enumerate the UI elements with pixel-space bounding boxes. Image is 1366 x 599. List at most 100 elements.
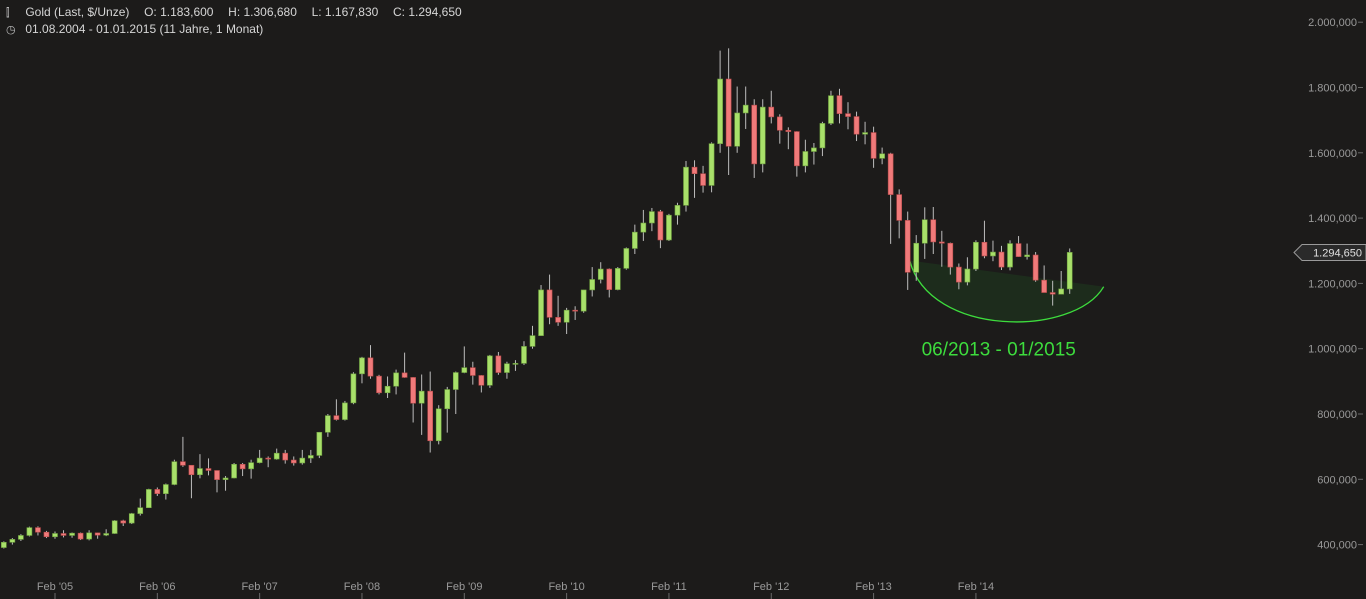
candle-body	[1049, 292, 1056, 295]
candle-body	[145, 489, 152, 509]
candle-body	[555, 317, 561, 323]
y-tick-label: 1.400,000	[1308, 213, 1357, 225]
annotation-label: 06/2013 - 01/2015	[922, 340, 1076, 361]
candle-body	[819, 123, 826, 149]
last-price-marker	[1293, 243, 1366, 261]
candle-body	[77, 532, 84, 540]
candle-body	[666, 214, 672, 241]
candle-body	[1, 542, 7, 548]
candle-body	[623, 248, 630, 269]
candle-body	[973, 241, 979, 270]
candle-body	[862, 132, 868, 135]
y-tick-label: 1.800,000	[1308, 83, 1357, 95]
candle-body	[197, 468, 203, 476]
time-range-header: ◷ 01.08.2004 - 01.01.2015 (11 Jahre, 1 M…	[6, 22, 263, 36]
candle-body	[418, 390, 425, 404]
candle-body	[717, 78, 723, 144]
candle-body	[1041, 279, 1047, 293]
last-price-label: 1.294,650	[1313, 247, 1362, 259]
candle-body	[376, 375, 382, 394]
candle-body	[256, 457, 263, 463]
candle-body	[26, 527, 33, 536]
instrument-name: Gold (Last, $/Unze)	[25, 5, 130, 19]
candle-body	[879, 153, 885, 159]
candle-body	[401, 372, 408, 378]
candle-body	[794, 131, 800, 167]
y-tick-label: 1.200,000	[1308, 278, 1357, 290]
candle-body	[1032, 254, 1039, 281]
candle-body	[998, 251, 1005, 268]
candle-body	[367, 357, 374, 377]
open-value: O: 1.183,600	[144, 5, 214, 19]
x-tick-label: Feb '07	[241, 581, 277, 593]
candle-body	[939, 241, 945, 244]
candle-body	[956, 266, 962, 283]
time-range: 01.08.2004 - 01.01.2015 (11 Jahre, 1 Mon…	[25, 22, 264, 36]
candle-body	[52, 533, 58, 538]
candle-body	[828, 95, 834, 124]
y-tick-label: 800,000	[1317, 409, 1357, 421]
candle-body	[947, 242, 954, 268]
candle-body	[700, 173, 706, 186]
candle-body	[384, 385, 391, 394]
candle-body	[776, 116, 783, 131]
candle-body	[921, 219, 928, 244]
candle-body	[589, 279, 596, 291]
x-tick-label: Feb '09	[446, 581, 482, 593]
candle-body	[171, 461, 178, 485]
candle-body	[43, 531, 50, 538]
instrument-header: ⫿ Gold (Last, $/Unze) O: 1.183,600 H: 1.…	[6, 5, 462, 20]
candle-body	[683, 166, 689, 206]
candle-body	[239, 463, 246, 470]
candle-body	[768, 106, 775, 118]
candle-body	[1007, 243, 1013, 268]
candle-body	[870, 132, 877, 159]
candle-body	[521, 346, 527, 364]
candle-body	[853, 116, 860, 135]
candle-body	[632, 231, 638, 249]
candle-body	[35, 527, 41, 533]
candlestick-icon: ⫿	[6, 7, 10, 19]
close-value: C: 1.294,650	[392, 5, 462, 19]
candle-body	[1015, 243, 1022, 257]
candle-body	[231, 463, 237, 479]
candle-body	[290, 459, 297, 464]
x-tick-label: Feb '05	[37, 581, 73, 593]
candle-body	[606, 268, 613, 290]
candle-body	[580, 289, 587, 312]
candle-body	[734, 112, 740, 147]
candle-body	[538, 289, 544, 336]
candle-body	[342, 402, 348, 420]
candle-body	[1024, 254, 1030, 257]
candle-body	[649, 211, 655, 224]
candle-body	[802, 151, 809, 167]
candle-body	[640, 222, 647, 233]
candle-body	[981, 241, 988, 257]
candle-body	[887, 153, 894, 195]
candle-body	[9, 539, 16, 543]
candle-body	[546, 289, 553, 318]
candle-body	[18, 535, 24, 540]
candle-body	[597, 268, 604, 280]
candle-body	[205, 468, 212, 471]
candle-body	[444, 389, 451, 410]
y-tick-label: 2.000,000	[1308, 17, 1357, 29]
x-tick-label: Feb '11	[651, 581, 687, 593]
candle-body	[120, 520, 127, 524]
candle-body	[759, 106, 766, 165]
candle-body	[265, 457, 271, 460]
clock-icon: ◷	[6, 24, 16, 36]
candle-body	[904, 220, 911, 273]
candle-body	[316, 431, 323, 456]
candle-body	[657, 211, 664, 241]
candle-body	[930, 219, 937, 243]
low-value: L: 1.167,830	[311, 5, 379, 19]
y-tick-label: 600,000	[1317, 474, 1357, 486]
candle-body	[1066, 252, 1073, 290]
candle-body	[495, 355, 502, 373]
candle-body	[222, 477, 229, 480]
candle-body	[94, 532, 101, 536]
candle-body	[461, 367, 468, 373]
candle-body	[273, 452, 280, 460]
